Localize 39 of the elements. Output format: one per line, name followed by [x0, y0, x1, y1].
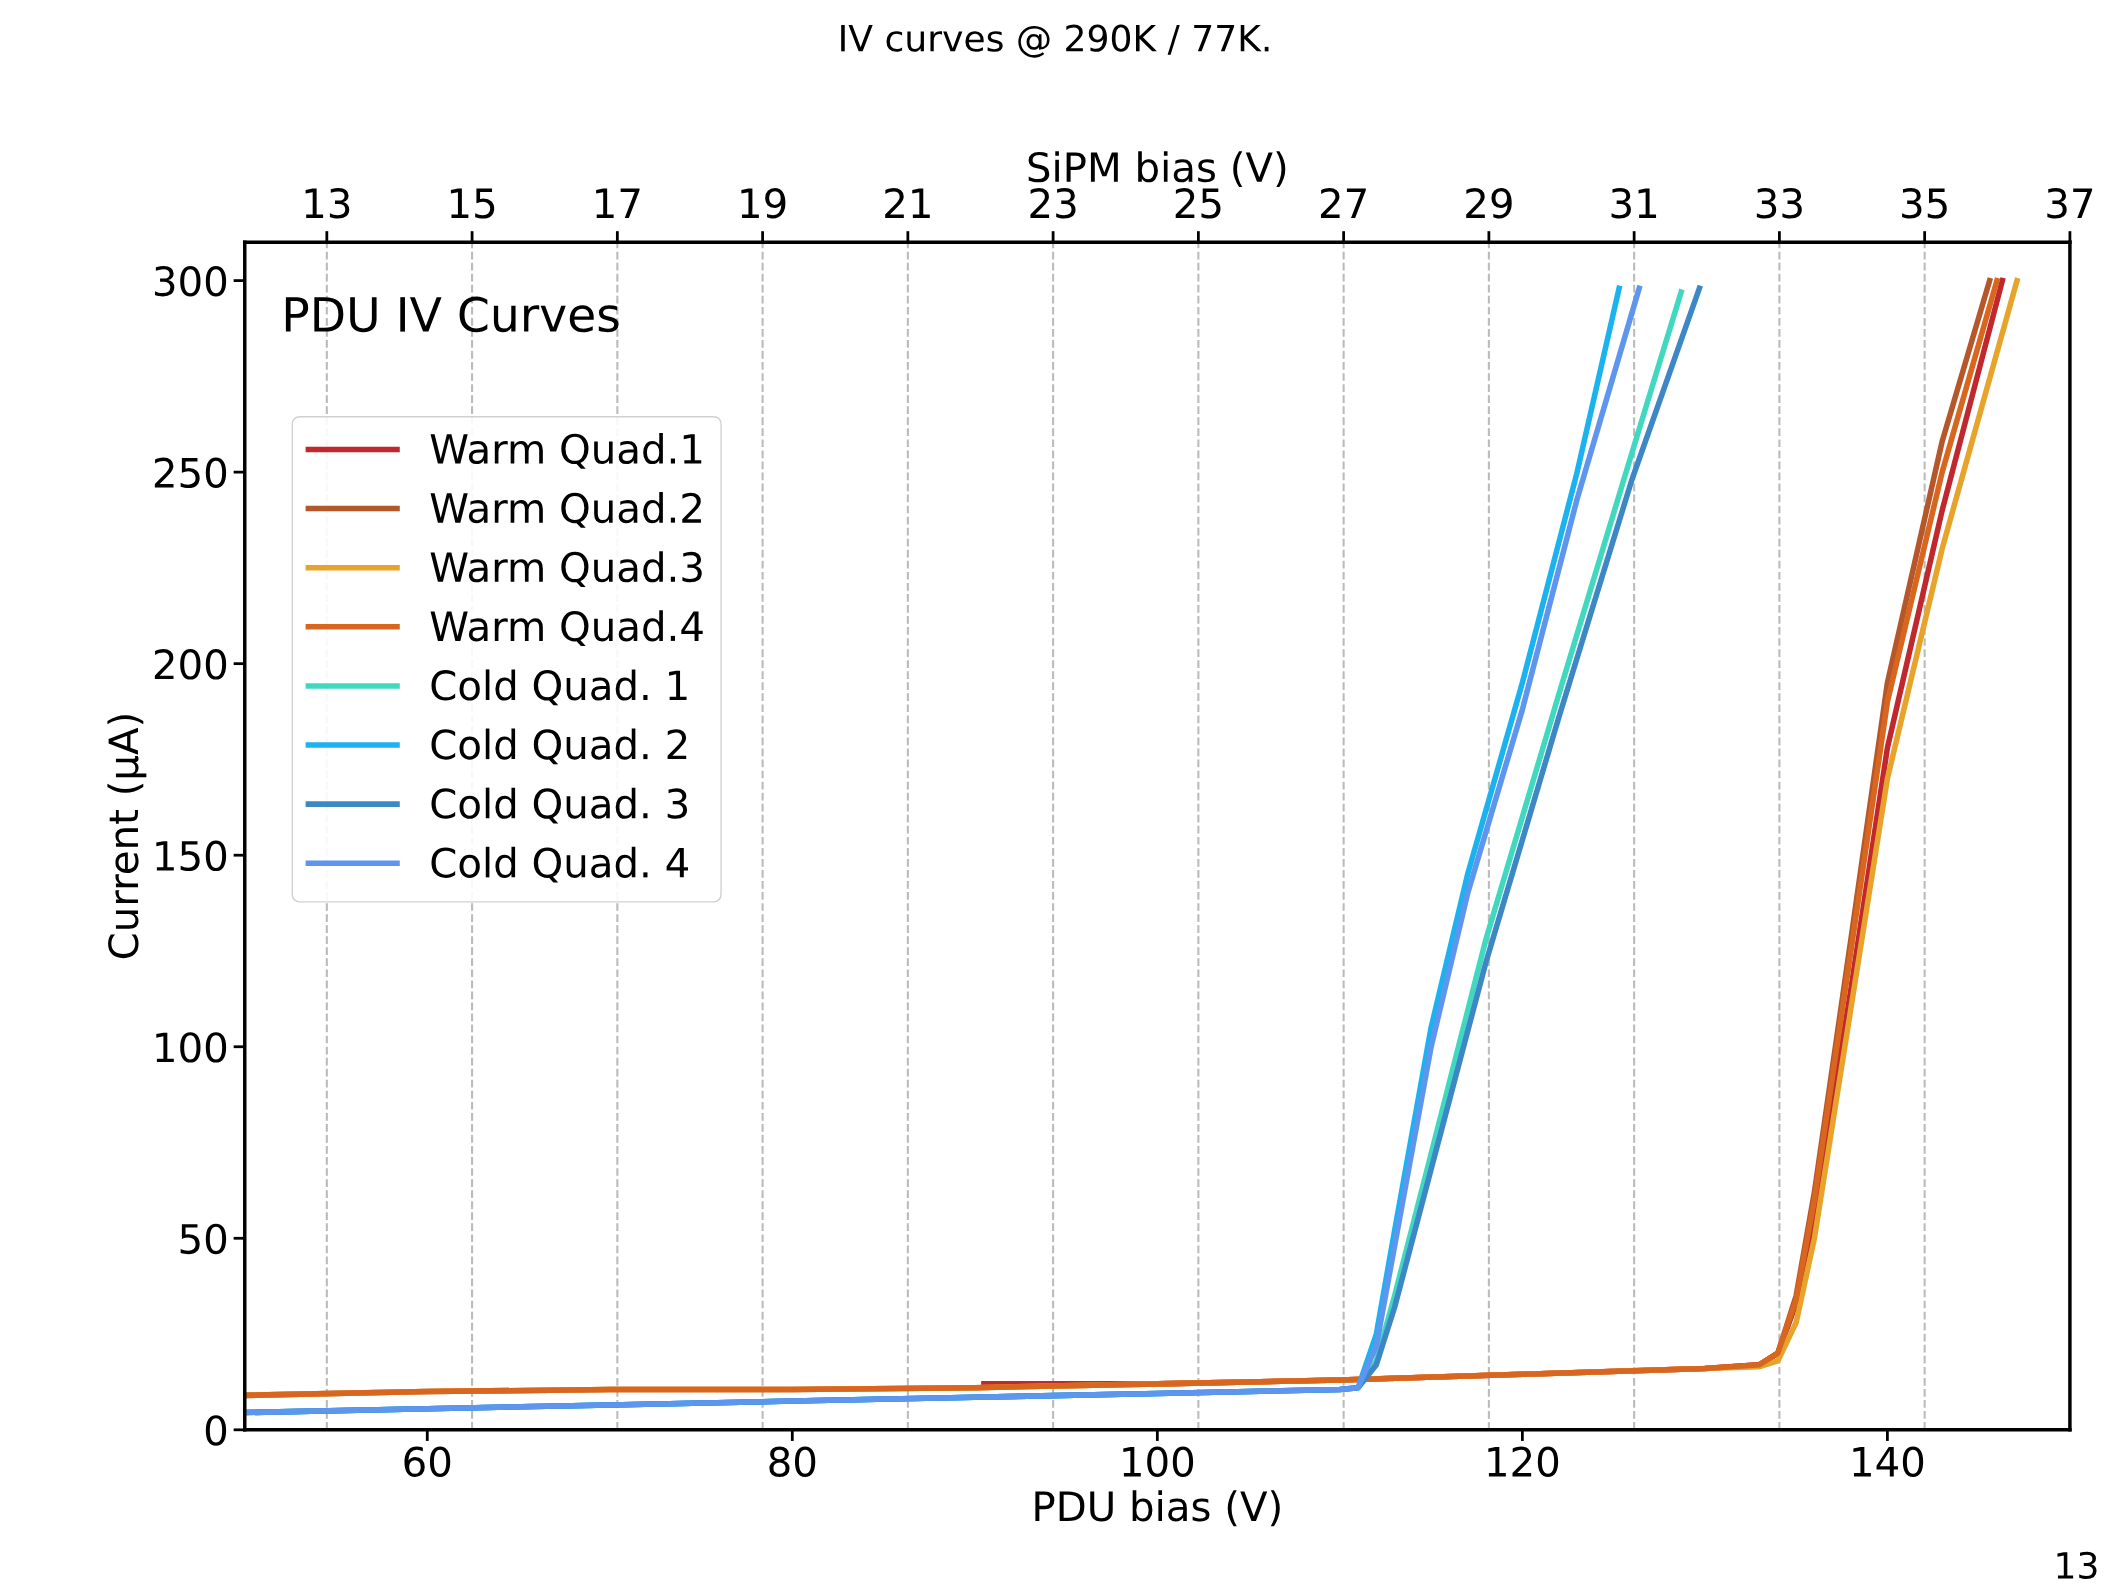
legend-label: Warm Quad.4 [430, 610, 703, 647]
x2-tick-label: 35 [1902, 188, 1947, 219]
legend-label: Cold Quad. 1 [431, 669, 687, 706]
x-tick-label: 120 [1488, 1446, 1559, 1477]
x-tick-label: 80 [769, 1446, 816, 1477]
y-axis-title: Current (µA) [107, 715, 147, 959]
y-tick-label: 0 [205, 1415, 227, 1446]
x2-tick-label: 31 [1611, 188, 1657, 219]
x2-tick-label: 21 [885, 188, 930, 218]
legend-label: Warm Quad.2 [430, 492, 701, 528]
x2-tick-label: 33 [1756, 188, 1802, 219]
y-tick-label: 200 [154, 649, 227, 680]
x2-tick-label: 37 [2047, 188, 2093, 219]
x2-axis-title: SiPM bias (V) [1028, 151, 1286, 188]
x-tick-label: 60 [404, 1446, 451, 1477]
x2-tick-label: 19 [741, 188, 786, 219]
chart-title: IV curves @ 290K / 77K. [841, 24, 1269, 58]
y-tick-label: 300 [154, 266, 227, 297]
annotation: PDU IV Curves [285, 296, 619, 333]
x2-tick-label: 17 [596, 188, 640, 218]
x2-tick-label: 27 [1320, 188, 1366, 218]
x2-tick-label: 25 [1175, 188, 1221, 219]
x2-tick-label: 13 [305, 188, 350, 219]
legend-label: Cold Quad. 2 [431, 728, 687, 765]
x2-tick-label: 23 [1030, 188, 1076, 219]
legend-label: Warm Quad.3 [430, 551, 702, 587]
y-tick-label: 150 [156, 840, 227, 872]
legend-label: Warm Quad.1 [430, 432, 702, 469]
y-tick-label: 250 [154, 457, 227, 489]
legend-label: Cold Quad. 4 [431, 846, 688, 883]
x-axis-title: PDU bias (V) [1035, 1490, 1280, 1527]
x2-tick-label: 29 [1466, 188, 1512, 219]
x2-tick-label: 15 [450, 188, 495, 219]
x-tick-label: 140 [1853, 1446, 1924, 1477]
y-tick-label: 50 [180, 1223, 227, 1255]
text: 13 [2057, 1551, 2097, 1580]
x-tick-label: 100 [1123, 1446, 1194, 1477]
y-tick-label: 100 [156, 1032, 227, 1063]
legend-label: Cold Quad. 3 [431, 787, 688, 824]
